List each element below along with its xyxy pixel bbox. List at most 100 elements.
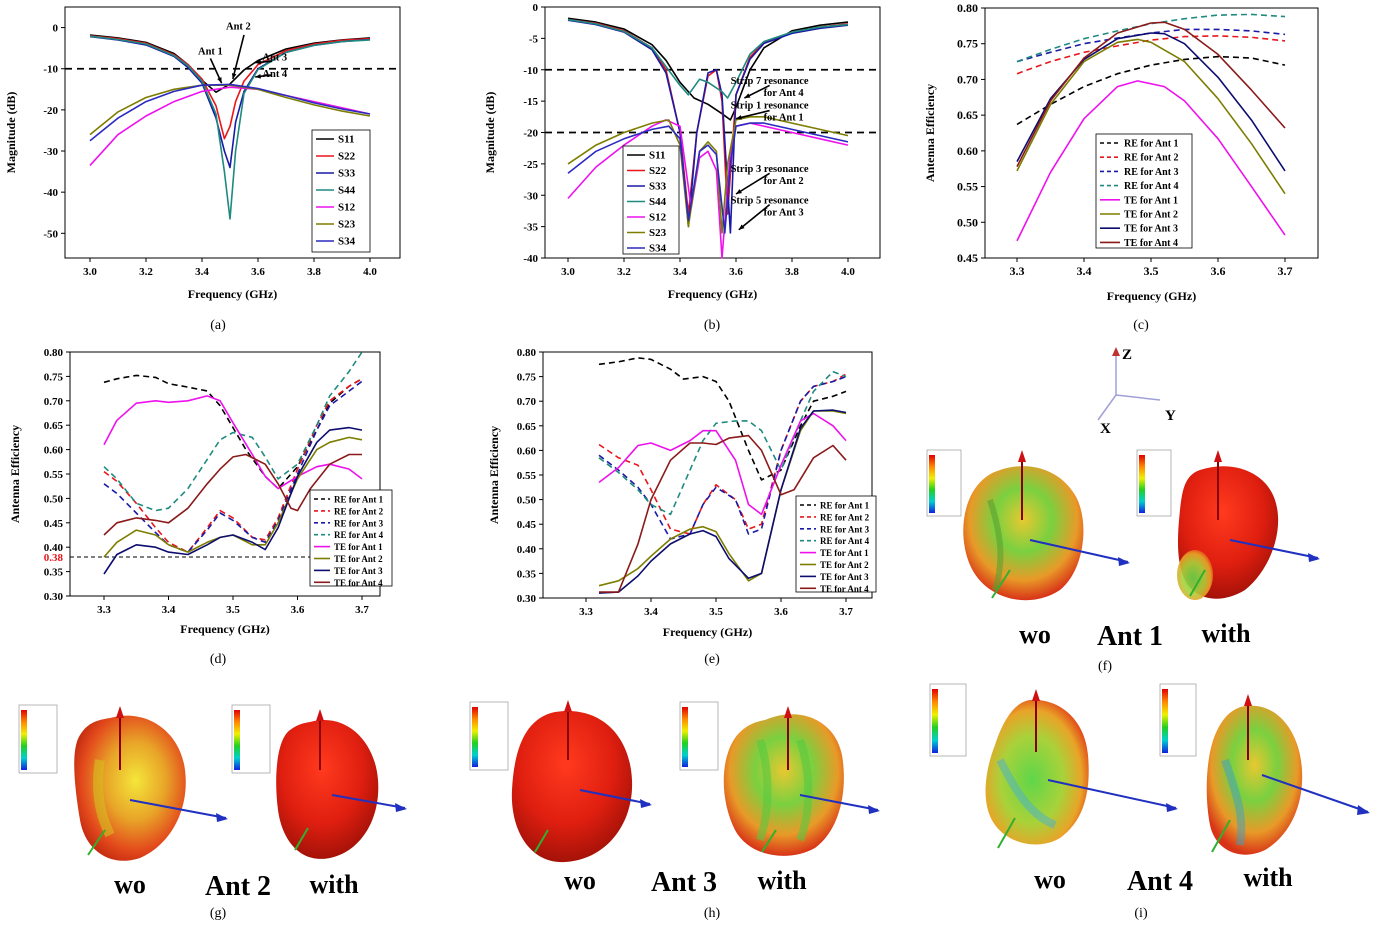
pattern-panel-g: wo Ant 2 with	[18, 704, 407, 902]
series-line-te1	[598, 412, 847, 516]
chart-c: 3.3 3.4 3.5 3.6 3.7 0.80 0.75 0.70 0.65 0.60 0.55 0…	[923, 1, 1319, 303]
charts-layer: 3.0 3.2 3.4 3.6 3.8 4.00-10-20-30-40-50Freque…	[4, 1, 1319, 639]
legend-label: RE for Ant 1	[820, 501, 870, 511]
annotation-arrowhead	[255, 59, 261, 65]
legend-label: TE for Ant 3	[334, 566, 383, 576]
y-tick-label: 0.70	[957, 72, 978, 86]
annotation: Ant 4	[262, 69, 288, 80]
colorbar-legend	[469, 701, 509, 771]
y-tick-label: 0.75	[44, 371, 64, 383]
legend-label: S12	[649, 212, 667, 224]
panel-label-a: (a)	[210, 318, 226, 333]
legend-label: TE for Ant 3	[820, 572, 869, 582]
x-tick-label: 3.5	[1144, 264, 1159, 278]
y-tick-label: -20	[523, 128, 538, 140]
annotation: Strip 3 resonance	[731, 164, 809, 175]
y-tick-label: 0.60	[44, 445, 64, 457]
x-tick-label: 4.0	[841, 266, 855, 278]
y-tick-label: -30	[43, 146, 58, 158]
legend-label: TE for Ant 1	[820, 548, 869, 558]
legend-label: TE for Ant 2	[334, 554, 383, 564]
y-tick-label: -20	[43, 105, 58, 117]
y-tick-label: -50	[43, 228, 58, 240]
colorbar-legend	[18, 704, 58, 774]
label-ant: Ant 1	[1097, 621, 1163, 652]
x-tick-label: 3.6	[729, 266, 743, 278]
legend-label: S22	[649, 165, 667, 177]
legend-label: RE for Ant 3	[820, 524, 870, 534]
legend-label: S12	[338, 202, 356, 214]
pattern-f-with	[1177, 450, 1320, 600]
label-with: with	[757, 866, 807, 895]
series-line-te1	[1016, 80, 1286, 242]
pattern-h-wo	[511, 700, 652, 863]
legend-label: TE for Ant 3	[1124, 224, 1178, 235]
series-line-s33	[567, 19, 849, 234]
legend-box	[622, 145, 680, 255]
x-tick-label: 3.6	[251, 266, 265, 278]
panel-label-i: (i)	[1134, 906, 1148, 921]
chart-e: 3.3 3.4 3.5 3.6 3.7 0.80 0.75 0.70 0.65 0.60 0.55 0…	[487, 347, 877, 639]
reference-line-label: 0.38	[44, 552, 64, 564]
y-axis-label: Magnitude (dB)	[4, 92, 18, 174]
y-tick-label: -40	[43, 187, 58, 199]
legend-label: S23	[649, 227, 667, 239]
pattern-f-wo	[963, 450, 1130, 601]
colorbar-legend	[1159, 683, 1197, 757]
x-tick-label: 3.6	[291, 604, 305, 616]
series-line-re1	[1016, 55, 1286, 126]
panel-label-d: (d)	[210, 652, 227, 667]
series-line-s11	[567, 17, 849, 121]
annotation: Strip 7 resonance	[731, 76, 809, 87]
x-tick-label: 3.5	[226, 604, 240, 616]
legend-label: S22	[338, 151, 356, 163]
label-ant: Ant 4	[1127, 866, 1193, 897]
series-line-s44	[567, 18, 849, 99]
legend-label: S34	[649, 243, 667, 255]
annotation-arrow	[738, 204, 771, 231]
annotation: for Ant 3	[764, 207, 804, 218]
x-tick-label: 3.8	[785, 266, 799, 278]
y-axis-label: Antenna Efficiency	[923, 84, 937, 182]
x-tick-label: 3.3	[1010, 264, 1025, 278]
y-tick-label: 0.60	[957, 144, 978, 158]
x-tick-label: 4.0	[363, 266, 377, 278]
y-tick-label: 0.80	[517, 347, 537, 359]
y-tick-label: 0.50	[957, 215, 978, 229]
y-tick-label: 0.70	[517, 396, 537, 408]
x-tick-label: 3.0	[83, 266, 97, 278]
panel-label-g: (g)	[210, 906, 227, 921]
annotation: Ant 1	[198, 46, 223, 57]
pattern-g-wo	[74, 706, 228, 861]
annotation-arrow	[735, 109, 770, 120]
pattern-g-with	[276, 709, 407, 859]
label-wo: wo	[1034, 865, 1066, 894]
axis-x-label: X	[1100, 421, 1111, 437]
y-tick-label: 0	[53, 23, 59, 35]
legend-label: RE for Ant 2	[820, 512, 870, 522]
x-axis-label: Frequency (GHz)	[1107, 289, 1196, 303]
y-tick-label: 0.65	[957, 108, 978, 122]
legend-label: RE for Ant 4	[334, 530, 384, 540]
axis-z-label: Z	[1122, 347, 1132, 363]
annotation-arrowhead	[738, 224, 745, 230]
series-line-re3	[598, 375, 847, 540]
y-axis-label: Magnitude (dB)	[483, 92, 497, 174]
x-tick-label: 3.0	[561, 266, 575, 278]
x-tick-label: 3.7	[355, 604, 369, 616]
series-line-s44	[89, 35, 371, 220]
x-tick-label: 3.4	[1077, 264, 1092, 278]
legend-label: RE for Ant 2	[334, 506, 384, 516]
y-tick-label: 0.70	[44, 396, 64, 408]
series-line-s34	[567, 122, 849, 234]
series-line-te3	[103, 426, 363, 575]
legend-label: TE for Ant 4	[1124, 238, 1178, 249]
y-tick-label: -15	[523, 96, 538, 108]
x-tick-label: 3.4	[673, 266, 687, 278]
y-tick-label: -10	[523, 65, 538, 77]
y-tick-label: 0.45	[44, 518, 64, 530]
legend-label: RE for Ant 1	[1124, 139, 1179, 150]
x-tick-label: 3.7	[1278, 264, 1293, 278]
chart-a: 3.0 3.2 3.4 3.6 3.8 4.0 0 -10 -20 -30 -40 -50 Freque…	[4, 6, 401, 301]
x-tick-label: 3.7	[839, 606, 853, 618]
